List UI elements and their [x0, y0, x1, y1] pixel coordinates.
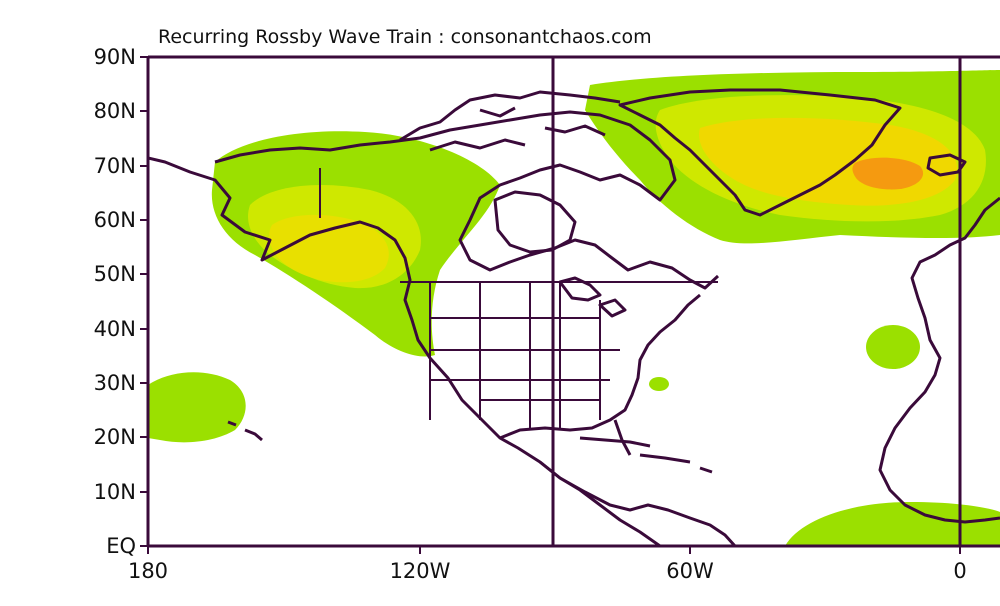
shade-azores [866, 325, 920, 369]
latitude-labels: 90N 80N 70N 60N 50N 40N 30N 20N 10N EQ [94, 45, 136, 558]
lat-label-50n: 50N [94, 262, 136, 286]
lat-label-eq: EQ [106, 534, 136, 558]
lat-label-20n: 20N [94, 425, 136, 449]
iceland-coast [926, 153, 967, 177]
europe-coast [878, 196, 1000, 524]
axis-ticks [140, 56, 961, 554]
meridians [551, 57, 962, 546]
lat-label-70n: 70N [94, 154, 136, 178]
longitude-labels: 180 120W 60W 0 [128, 559, 967, 583]
hawaii-islands [227, 420, 263, 442]
central-america [539, 460, 737, 546]
greenland-coastline [618, 88, 902, 217]
great-lakes [558, 276, 627, 318]
lon-label-0: 0 [953, 559, 966, 583]
lat-label-60n: 60N [94, 208, 136, 232]
arctic-canada-coast [214, 110, 720, 290]
map-frame [146, 55, 1000, 548]
lat-label-30n: 30N [94, 371, 136, 395]
lat-label-10n: 10N [94, 480, 136, 504]
lon-label-180: 180 [128, 559, 168, 583]
hudson-bay [493, 190, 577, 254]
lat-label-90n: 90N [94, 45, 136, 69]
lat-label-80n: 80N [94, 99, 136, 123]
us-state-borders [400, 281, 718, 430]
shade-mid-atlantic [649, 377, 669, 391]
shade-greenland-peak [852, 157, 924, 190]
shade-subtropical-pacific [148, 372, 246, 443]
map-title: Recurring Rossby Wave Train : consonantc… [158, 26, 652, 48]
lon-label-60w: 60W [666, 559, 714, 583]
anomaly-shading [148, 70, 1000, 546]
shade-alaska-high [269, 214, 389, 283]
lat-label-40n: 40N [94, 317, 136, 341]
arctic-islands [399, 90, 621, 152]
lon-label-120w: 120W [390, 559, 451, 583]
caribbean-islands [579, 436, 713, 474]
shade-tropical-atlantic [785, 502, 1000, 546]
